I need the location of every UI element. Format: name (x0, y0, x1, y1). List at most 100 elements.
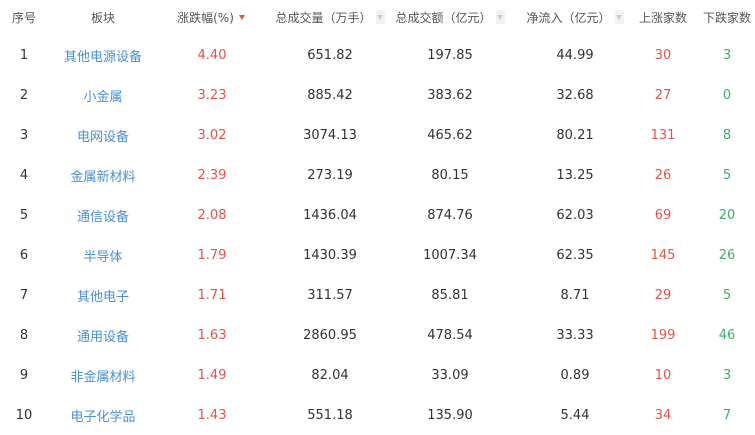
change-pct: 1.63 (197, 327, 227, 343)
sector-link[interactable]: 半导体 (83, 249, 123, 265)
change-pct: 1.71 (197, 287, 227, 303)
turnover: 874.76 (427, 207, 473, 223)
up-count: 30 (654, 47, 672, 63)
turnover: 1007.34 (423, 247, 477, 263)
header-label: 净流入（亿元） (526, 10, 611, 25)
table-row[interactable]: 9 非金属材料 1.49 82.04 33.09 0.89 10 3 (0, 355, 755, 395)
up-count: 27 (654, 87, 672, 103)
down-count: 7 (722, 407, 732, 423)
up-count: 199 (650, 327, 676, 343)
row-index: 3 (19, 127, 29, 143)
table-row[interactable]: 10 电子化学品 1.43 551.18 135.90 5.44 34 7 (0, 395, 755, 435)
change-pct: 1.49 (197, 367, 227, 383)
turnover: 135.90 (427, 407, 473, 423)
turnover: 465.62 (427, 127, 473, 143)
down-count: 0 (722, 87, 732, 103)
volume: 1430.39 (303, 247, 357, 263)
header-label: 序号 (11, 10, 36, 25)
down-count: 3 (722, 47, 732, 63)
row-index: 9 (19, 367, 29, 383)
header-label: 总成交量（万手） (275, 10, 372, 25)
volume: 3074.13 (303, 127, 357, 143)
header-label: 总成交额（亿元） (395, 10, 492, 25)
row-index: 6 (19, 247, 29, 263)
header-sector: 板块 (48, 0, 158, 34)
volume: 2860.95 (303, 327, 357, 343)
header-turnover[interactable]: 总成交额（亿元） (390, 0, 510, 34)
net-inflow: 33.33 (556, 327, 594, 343)
row-index: 5 (19, 207, 29, 223)
row-index: 10 (15, 407, 33, 423)
header-label: 板块 (90, 10, 115, 25)
up-count: 131 (650, 127, 676, 143)
header-index: 序号 (4, 0, 44, 34)
sector-link[interactable]: 通信设备 (76, 209, 129, 225)
up-count: 10 (654, 367, 672, 383)
down-count: 3 (722, 367, 732, 383)
down-count: 26 (718, 247, 736, 263)
net-inflow: 62.35 (556, 247, 594, 263)
table-row[interactable]: 2 小金属 3.23 885.42 383.62 32.68 27 0 (0, 75, 755, 115)
table-row[interactable]: 8 通用设备 1.63 2860.95 478.54 33.33 199 46 (0, 315, 755, 355)
header-volume[interactable]: 总成交量（万手） (270, 0, 390, 34)
table-row[interactable]: 7 其他电子 1.71 311.57 85.81 8.71 29 5 (0, 275, 755, 315)
sort-desc-icon[interactable] (238, 10, 247, 24)
volume: 885.42 (307, 87, 353, 103)
sort-icon[interactable] (614, 10, 624, 24)
row-index: 4 (19, 167, 29, 183)
down-count: 5 (722, 287, 732, 303)
change-pct: 1.43 (197, 407, 227, 423)
header-label: 涨跌幅(%) (177, 10, 234, 25)
change-pct: 4.40 (197, 47, 227, 63)
up-count: 145 (650, 247, 676, 263)
up-count: 26 (654, 167, 672, 183)
sector-link[interactable]: 其他电源设备 (63, 49, 142, 65)
header-label: 下跌家数 (702, 10, 751, 25)
net-inflow: 32.68 (556, 87, 594, 103)
table-row[interactable]: 6 半导体 1.79 1430.39 1007.34 62.35 145 26 (0, 235, 755, 275)
volume: 311.57 (307, 287, 353, 303)
table-row[interactable]: 3 电网设备 3.02 3074.13 465.62 80.21 131 8 (0, 115, 755, 155)
change-pct: 3.23 (197, 87, 227, 103)
change-pct: 2.39 (197, 167, 227, 183)
sector-link[interactable]: 通用设备 (76, 329, 129, 345)
row-index: 2 (19, 87, 29, 103)
down-count: 8 (722, 127, 732, 143)
table-header: 序号 板块 涨跌幅(%) 总成交量（万手） 总成交额（亿元） 净流入（亿元） 上… (0, 0, 755, 34)
down-count: 5 (722, 167, 732, 183)
header-up-count: 上涨家数 (630, 0, 696, 34)
table-row[interactable]: 1 其他电源设备 4.40 651.82 197.85 44.99 30 3 (0, 35, 755, 75)
volume: 273.19 (307, 167, 353, 183)
net-inflow: 62.03 (556, 207, 594, 223)
sector-link[interactable]: 电网设备 (76, 129, 129, 145)
turnover: 85.81 (431, 287, 469, 303)
row-index: 8 (19, 327, 29, 343)
volume: 1436.04 (303, 207, 357, 223)
net-inflow: 80.21 (556, 127, 594, 143)
turnover: 33.09 (431, 367, 469, 383)
change-pct: 3.02 (197, 127, 227, 143)
turnover: 478.54 (427, 327, 473, 343)
down-count: 46 (718, 327, 736, 343)
sector-link[interactable]: 小金属 (83, 89, 123, 105)
volume: 82.04 (311, 367, 349, 383)
sector-link[interactable]: 其他电子 (76, 289, 129, 305)
row-index: 7 (19, 287, 29, 303)
sector-link[interactable]: 电子化学品 (70, 409, 136, 425)
header-change-pct[interactable]: 涨跌幅(%) (170, 0, 254, 34)
down-count: 20 (718, 207, 736, 223)
net-inflow: 0.89 (560, 367, 590, 383)
header-net-inflow[interactable]: 净流入（亿元） (520, 0, 630, 34)
sort-icon[interactable] (495, 10, 505, 24)
sector-link[interactable]: 非金属材料 (70, 369, 136, 385)
net-inflow: 5.44 (560, 407, 590, 423)
up-count: 29 (654, 287, 672, 303)
up-count: 69 (654, 207, 672, 223)
sort-icon[interactable] (375, 10, 385, 24)
table-row[interactable]: 5 通信设备 2.08 1436.04 874.76 62.03 69 20 (0, 195, 755, 235)
sector-link[interactable]: 金属新材料 (70, 169, 136, 185)
net-inflow: 13.25 (556, 167, 594, 183)
table-row[interactable]: 4 金属新材料 2.39 273.19 80.15 13.25 26 5 (0, 155, 755, 195)
turnover: 383.62 (427, 87, 473, 103)
turnover: 197.85 (427, 47, 473, 63)
